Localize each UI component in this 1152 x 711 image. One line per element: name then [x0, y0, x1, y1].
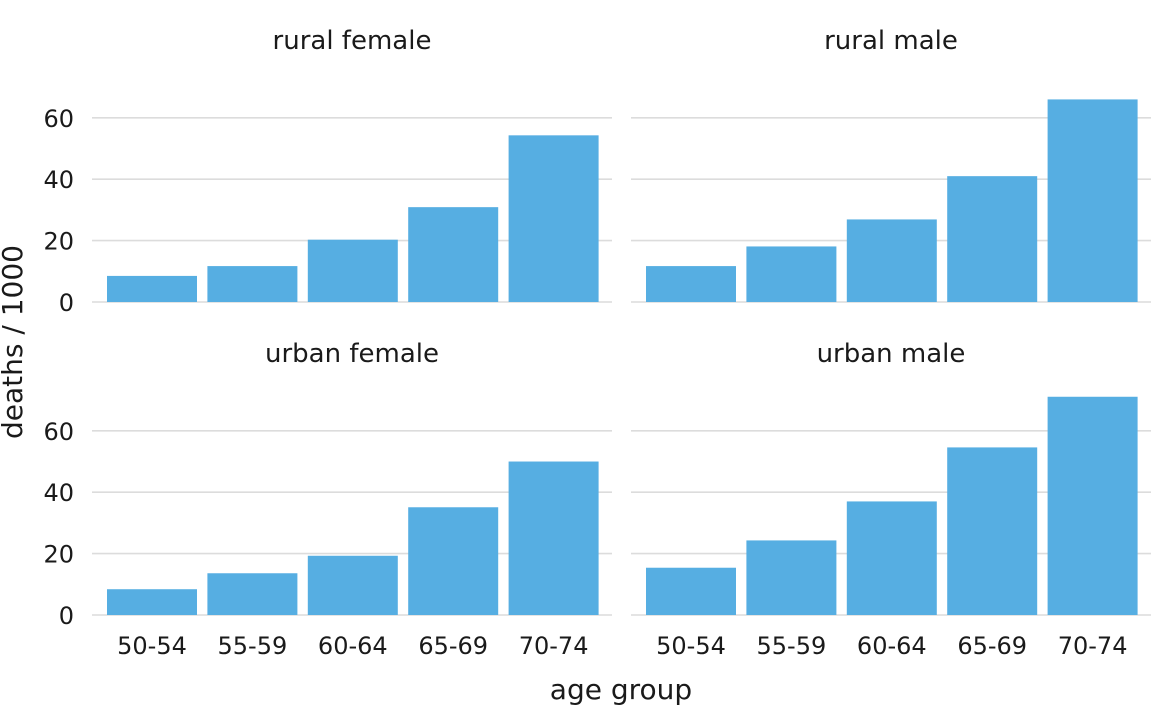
bar-urban-male-65-69 [947, 447, 1038, 615]
bar-rural-female-70-74 [508, 135, 599, 302]
x-tick-label: 55-59 [218, 632, 288, 660]
panel-urban-female: 0 20 40 60 urban female 50-54 55-59 60-64 65-69 7… [43, 339, 612, 660]
x-tick-label: 60-64 [318, 632, 388, 660]
panel-title: urban male [817, 339, 966, 369]
bar-rural-male-70-74 [1047, 99, 1138, 303]
y-tick-label: 0 [59, 602, 74, 630]
y-tick-label: 0 [59, 289, 74, 317]
panel-title: rural female [273, 26, 432, 56]
y-tick-label: 60 [43, 418, 74, 446]
bar-rural-female-50-54 [107, 275, 197, 302]
bar-urban-female-70-74 [508, 461, 599, 615]
y-tick-label: 20 [43, 541, 74, 569]
bar-urban-female-65-69 [408, 507, 499, 615]
bar-rural-male-50-54 [646, 266, 736, 302]
x-axis-title: age group [550, 673, 692, 706]
x-tick-label: 55-59 [757, 632, 827, 660]
panel-rural-female: 0 20 40 60 rural female [43, 26, 612, 317]
x-tick-label: 50-54 [117, 632, 187, 660]
panel-title: rural male [824, 26, 958, 56]
y-tick-label: 20 [43, 228, 74, 256]
bar-urban-male-50-54 [646, 567, 736, 615]
panel-urban-male: urban male 50-54 55-59 60-64 65-69 70-74 [631, 339, 1151, 660]
bar-rural-female-60-64 [307, 239, 398, 302]
panel-rural-male: rural male [631, 26, 1151, 303]
y-tick-label: 40 [43, 166, 74, 194]
bar-rural-female-65-69 [408, 207, 499, 302]
x-tick-label: 65-69 [418, 632, 488, 660]
x-tick-label: 70-74 [519, 632, 589, 660]
x-tick-label: 60-64 [857, 632, 927, 660]
bar-urban-female-55-59 [207, 573, 298, 615]
x-tick-label: 65-69 [957, 632, 1027, 660]
bar-rural-male-65-69 [947, 176, 1038, 302]
bar-rural-female-55-59 [207, 266, 298, 302]
bar-urban-male-60-64 [846, 501, 937, 615]
y-axis-title: deaths / 1000 [0, 245, 29, 439]
x-tick-label: 50-54 [656, 632, 726, 660]
bar-urban-male-70-74 [1047, 396, 1138, 615]
y-tick-label: 60 [43, 105, 74, 133]
bar-urban-female-50-54 [107, 589, 197, 615]
bar-urban-male-55-59 [746, 540, 837, 615]
bar-urban-female-60-64 [307, 555, 398, 615]
y-tick-label: 40 [43, 479, 74, 507]
bar-rural-male-60-64 [846, 219, 937, 302]
bar-rural-male-55-59 [746, 246, 837, 302]
x-tick-label: 70-74 [1058, 632, 1128, 660]
panel-title: urban female [265, 339, 439, 369]
